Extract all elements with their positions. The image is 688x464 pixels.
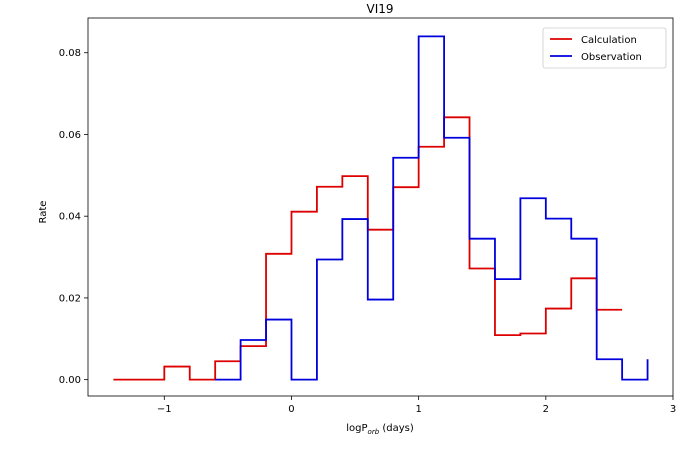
legend-label-calculation: Calculation	[581, 35, 637, 46]
y-axis-label: Rate	[38, 201, 49, 224]
chart-title: VI19	[366, 2, 393, 16]
y-tick-label: 0.08	[59, 48, 81, 59]
y-tick-label: 0.00	[59, 375, 81, 386]
y-tick-label: 0.06	[59, 130, 81, 141]
series-line-observation	[215, 35, 649, 381]
legend: Calculation Observation	[542, 27, 667, 69]
legend-box	[542, 27, 667, 69]
y-tick-label: 0.04	[59, 212, 81, 223]
x-axis-label-subscript: orb	[368, 428, 380, 436]
x-axis-label: logPorb (days)	[346, 423, 414, 436]
series-layer	[113, 35, 649, 381]
plot-area-frame	[87, 17, 674, 397]
x-tick-label: 0	[288, 404, 294, 415]
legend-label-observation: Observation	[581, 52, 642, 63]
x-axis-label-suffix: (days)	[379, 423, 414, 434]
x-tick-label: 3	[670, 404, 676, 415]
x-tick-label: 1	[415, 404, 421, 415]
x-tick-label: −1	[157, 404, 172, 415]
x-tick-label: 2	[543, 404, 549, 415]
y-tick-label: 0.02	[59, 293, 81, 304]
axes-layer: −1 0 1 2 3 0.00 0.02 0.04 0.06 0.08	[59, 48, 676, 415]
